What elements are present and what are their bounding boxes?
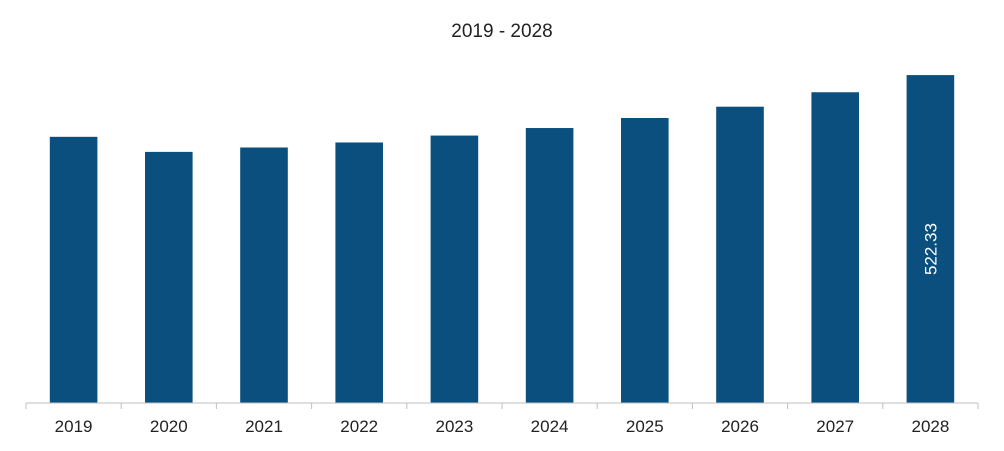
bar-2025 [621, 117, 669, 404]
bar-2028 [906, 75, 955, 403]
bar-2024 [525, 128, 574, 403]
bar-2021 [240, 147, 288, 403]
bar-2022 [335, 142, 383, 403]
x-tick-label: 2025 [626, 417, 664, 436]
x-tick-label: 2028 [911, 417, 949, 436]
x-tick-label: 2021 [245, 417, 283, 436]
data-labels-group: 522.33 [921, 223, 940, 275]
x-tick-label: 2023 [435, 417, 473, 436]
bar-2023 [430, 135, 479, 403]
x-tick-label: 2022 [340, 417, 378, 436]
x-tick-label: 2026 [721, 417, 759, 436]
bar-2026 [716, 106, 764, 403]
chart-title: 2019 - 2028 [451, 21, 552, 42]
bar-2020 [145, 151, 193, 403]
bar-2027 [811, 92, 859, 403]
x-axis-ticks [25, 403, 979, 409]
x-tick-label: 2020 [150, 417, 188, 436]
bars-group [49, 75, 955, 404]
x-tick-label: 2019 [55, 417, 93, 436]
x-tick-label: 2027 [816, 417, 854, 436]
bar-2019 [49, 136, 98, 403]
data-label-2028: 522.33 [921, 223, 940, 275]
x-tick-label: 2024 [531, 417, 569, 436]
x-axis-tick-labels: 2019 2020 2021 2022 2023 2024 2025 2026 2027 2028 [55, 417, 950, 436]
